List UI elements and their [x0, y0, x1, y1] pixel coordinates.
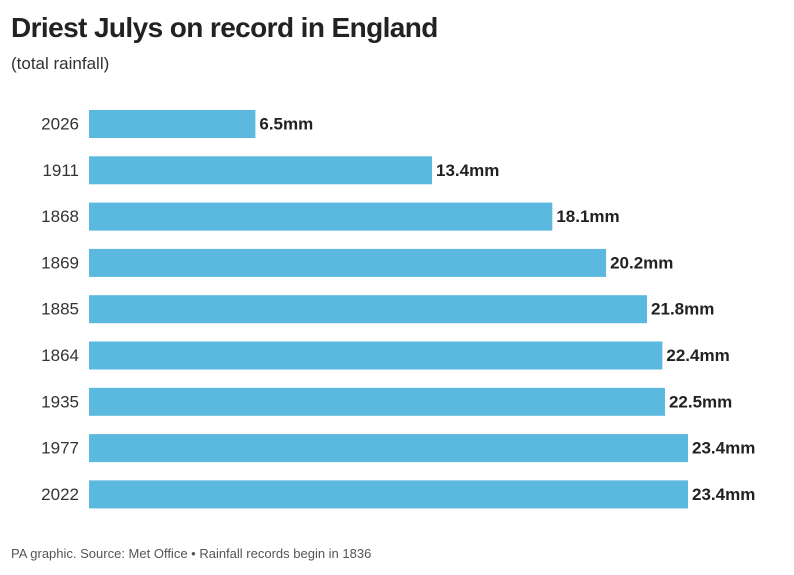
category-label: 1977 [41, 439, 79, 458]
chart-subtitle: (total rainfall) [11, 54, 110, 73]
bar-chart: 2026 6.5mm 1911 13.4mm 1868 18.1mm 1869 20.2mm 1… [41, 110, 755, 509]
category-label: 1868 [41, 207, 79, 226]
chart-title: Driest Julys on record in England [11, 12, 438, 43]
bar [89, 341, 663, 370]
category-label: 2022 [41, 485, 79, 504]
data-label: 20.2mm [610, 253, 673, 272]
bar [89, 156, 433, 185]
data-label: 13.4mm [436, 161, 499, 180]
bar [89, 434, 688, 463]
source-footnote: PA graphic. Source: Met Office • Rainfal… [11, 546, 372, 561]
data-label: 22.5mm [669, 392, 732, 411]
bar [89, 295, 648, 324]
bar [89, 248, 607, 277]
category-label: 1864 [41, 346, 79, 365]
bar [89, 387, 665, 416]
bar [89, 480, 688, 509]
bar [89, 110, 256, 138]
data-label: 23.4mm [692, 485, 755, 504]
bar [89, 202, 553, 231]
data-label: 21.8mm [651, 300, 714, 319]
data-label: 23.4mm [692, 439, 755, 458]
category-label: 1869 [41, 253, 79, 272]
category-label: 1885 [41, 300, 79, 319]
data-label: 18.1mm [556, 207, 619, 226]
category-label: 2026 [41, 115, 79, 134]
category-label: 1935 [41, 392, 79, 411]
data-label: 6.5mm [259, 115, 313, 134]
category-label: 1911 [42, 161, 79, 180]
data-label: 22.4mm [666, 346, 729, 365]
